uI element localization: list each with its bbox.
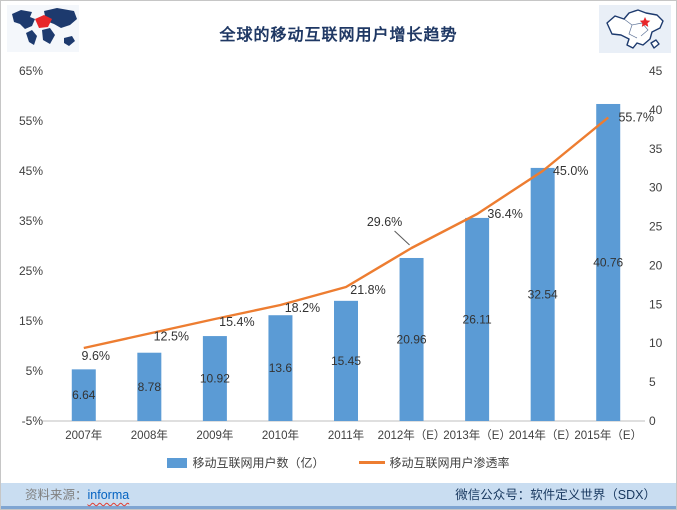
line-value-label: 55.7% — [618, 111, 653, 125]
x-axis-label: 2012年（E） — [378, 428, 446, 442]
line-value-label: 21.8% — [350, 283, 385, 297]
right-axis-tick: 30 — [649, 181, 663, 195]
line-value-label: 18.2% — [285, 301, 320, 315]
bar-value-label: 15.45 — [331, 354, 361, 368]
right-axis-tick: 20 — [649, 258, 663, 272]
x-axis-label: 2013年（E） — [443, 428, 511, 442]
x-axis-label: 2008年 — [131, 428, 168, 442]
line-value-label: 12.5% — [154, 330, 189, 344]
bar — [465, 217, 490, 421]
line-value-label: 9.6% — [82, 349, 111, 363]
x-axis-label: 2010年 — [262, 428, 299, 442]
line-value-label: 15.4% — [219, 315, 254, 329]
bar-value-label: 8.78 — [138, 380, 162, 394]
right-axis-tick: 15 — [649, 297, 663, 311]
penetration-line — [83, 116, 609, 350]
bar-value-label: 26.11 — [463, 312, 492, 326]
bar-value-label: 6.64 — [72, 388, 96, 402]
line-value-label: 29.6% — [367, 215, 402, 229]
left-axis-tick: 25% — [19, 264, 43, 278]
bar — [71, 369, 96, 421]
x-axis-label: 2009年 — [196, 428, 233, 442]
source-credit: 资料来源：informa — [25, 484, 129, 503]
x-axis-label: 2007年 — [65, 428, 102, 442]
bar — [202, 336, 227, 421]
line-value-label: 36.4% — [487, 207, 522, 221]
bar — [596, 103, 621, 421]
china-map-icon — [599, 5, 671, 53]
legend-item-penetration: 移动互联网用户渗透率 — [358, 454, 510, 471]
china-map-star — [639, 17, 651, 27]
left-axis-tick: -5% — [22, 414, 44, 428]
left-axis-tick: 35% — [19, 214, 43, 228]
combo-chart: 65% 55% 45% 35% 25% 15% 5% -5% 45 40 35 30 25 20 15 10 5… — [19, 64, 663, 442]
world-map-icon — [7, 5, 79, 52]
bar-value-label: 13.6 — [269, 361, 293, 375]
page-title: 全球的移动互联网用户增长趋势 — [219, 27, 458, 44]
bar-value-label: 20.96 — [397, 332, 427, 346]
source-link[interactable]: informa — [87, 488, 130, 502]
bar-value-label: 32.54 — [528, 287, 558, 301]
legend-item-users: 移动互联网用户数（亿） — [167, 454, 325, 471]
footer-bar: 资料来源：informa 微信公众号：软件定义世界（SDX） — [1, 483, 676, 509]
right-axis-tick: 10 — [649, 336, 663, 350]
bar — [334, 300, 358, 421]
right-axis-tick: 0 — [649, 414, 656, 428]
left-axis-tick: 55% — [19, 114, 43, 128]
line-series-swatch — [358, 461, 385, 464]
left-axis-tick: 15% — [19, 314, 43, 328]
left-axis-tick: 65% — [19, 64, 43, 78]
source-label: 资料来源： — [25, 488, 88, 502]
x-axis-label: 2015年（E） — [574, 428, 642, 442]
x-axis-label: 2014年（E） — [509, 428, 577, 442]
bar-value-label: 40.76 — [593, 255, 623, 269]
bar — [268, 315, 293, 421]
bar-value-label: 10.92 — [200, 372, 230, 386]
wechat-account-label: 微信公众号：软件定义世界（SDX） — [455, 488, 656, 502]
line-value-label: 45.0% — [553, 164, 588, 178]
legend-label-users: 移动互联网用户数（亿） — [192, 456, 325, 470]
right-axis-tick: 40 — [649, 103, 663, 117]
right-axis-tick: 35 — [649, 142, 663, 156]
chart-legend: 移动互联网用户数（亿） 移动互联网用户渗透率 — [1, 454, 676, 471]
x-axis-label: 2011年 — [328, 428, 364, 442]
bar — [137, 352, 162, 421]
world-map-highlight — [35, 15, 52, 28]
left-axis-tick: 5% — [26, 364, 44, 378]
right-axis-tick: 5 — [649, 375, 656, 389]
label-leader-line — [394, 230, 410, 246]
bar-series-swatch — [167, 457, 188, 468]
left-axis-tick: 45% — [19, 164, 43, 178]
right-axis-tick: 45 — [649, 64, 663, 78]
bar — [399, 257, 424, 421]
right-axis-tick: 25 — [649, 220, 663, 234]
legend-label-penetration: 移动互联网用户渗透率 — [389, 456, 510, 470]
bar — [530, 167, 555, 421]
